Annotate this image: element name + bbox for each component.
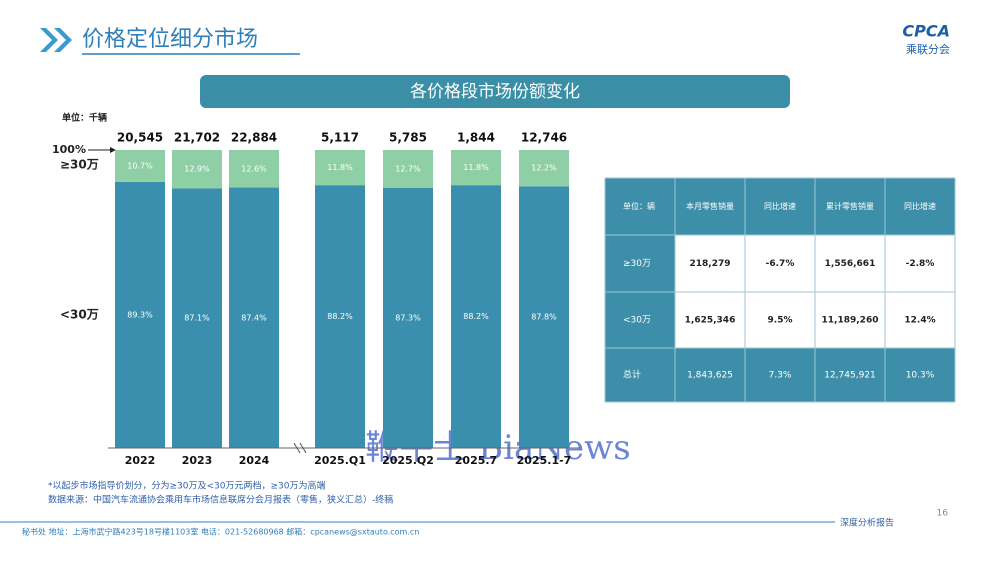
- data-label: 89.3%: [127, 310, 153, 319]
- bar-segment: [172, 150, 222, 189]
- table-cell: [744, 347, 816, 403]
- series-label: <30万: [60, 307, 99, 321]
- table-cell: [884, 177, 956, 236]
- data-label: 87.1%: [184, 314, 210, 323]
- page-number: 16: [937, 509, 949, 519]
- table-text: 1,625,346: [685, 316, 736, 326]
- table-text: 218,279: [690, 259, 731, 269]
- table-text: 9.5%: [768, 316, 793, 326]
- x-tick-label: 2025.Q2: [382, 454, 434, 467]
- total-label: 5,785: [389, 131, 427, 145]
- x-tick-label: 2025.1-7: [517, 454, 572, 467]
- slide-title: 价格定位细分市场: [82, 27, 258, 52]
- x-tick-label: 2025.7: [455, 454, 497, 467]
- bar-segment: [451, 150, 501, 186]
- table-text: 11,189,260: [822, 316, 879, 326]
- data-label: 10.7%: [127, 161, 153, 170]
- table-header: 同比增速: [764, 201, 796, 211]
- x-tick-label: 2022: [125, 454, 156, 467]
- table-text: -6.7%: [766, 259, 795, 269]
- data-label: 88.2%: [327, 312, 353, 321]
- y-tick-label: 100%: [52, 143, 86, 156]
- table-text: <30万: [623, 316, 651, 326]
- x-tick-label: 2023: [182, 454, 213, 467]
- tick-arrowhead: [110, 147, 116, 153]
- table-cell: [674, 347, 746, 403]
- bar-segment: [519, 150, 569, 187]
- total-label: 5,117: [321, 131, 359, 145]
- data-label: 87.8%: [531, 313, 557, 322]
- table-cell: [604, 234, 676, 293]
- bar-segment: [383, 150, 433, 188]
- data-label: 12.7%: [395, 164, 421, 173]
- total-label: 20,545: [117, 131, 163, 145]
- table-cell: [674, 291, 746, 349]
- table-text: 1,556,661: [825, 259, 876, 269]
- bar-segment: [229, 187, 279, 448]
- data-label: 12.6%: [241, 164, 267, 173]
- series-label: ≥30万: [60, 158, 99, 172]
- logo: CPCA: [902, 22, 950, 41]
- bar-segment: [383, 187, 433, 448]
- table-text: 12.4%: [904, 316, 935, 326]
- table-header: 单位：辆: [623, 201, 655, 211]
- table-cell: [604, 347, 676, 403]
- axis-break: [293, 442, 307, 454]
- table-text: ≥30万: [623, 259, 651, 269]
- title-icon: [40, 28, 72, 52]
- bar-segment: [315, 185, 365, 448]
- total-label: 1,844: [457, 131, 495, 145]
- table-cell: [744, 291, 816, 349]
- table-text: 12,745,921: [824, 371, 876, 381]
- unit-label: 单位：千辆: [62, 112, 107, 124]
- bar-segment: [315, 150, 365, 186]
- table-cell: [604, 177, 676, 236]
- bar-segment: [229, 150, 279, 188]
- bar-segment: [115, 150, 165, 182]
- data-label: 11.8%: [327, 163, 353, 172]
- data-label: 87.4%: [241, 313, 267, 322]
- chart-banner: [200, 75, 790, 108]
- x-tick-label: 2025.Q1: [314, 454, 366, 467]
- note: *以起步市场指导价划分，分为≥30万及<30万元两档，≥30万为高端: [48, 480, 325, 492]
- note: 数据来源：中国汽车流通协会乘用车市场信息联席分会月报表（零售，狭义汇总）-终稿: [48, 494, 393, 506]
- table-cell: [814, 347, 886, 403]
- data-label: 87.3%: [395, 313, 421, 322]
- table-cell: [604, 291, 676, 349]
- footer-address: 秘书处 地址：上海市武宁路423号18号楼1103室 电话：021-526809…: [22, 527, 419, 537]
- table-text: 总计: [623, 369, 641, 381]
- table-cell: [884, 291, 956, 349]
- total-label: 21,702: [174, 131, 220, 145]
- total-label: 22,884: [231, 131, 277, 145]
- bar-segment: [519, 186, 569, 448]
- bar-segment: [115, 181, 165, 449]
- chart-title: 各价格段市场份额变化: [410, 82, 580, 102]
- table-text: 1,843,625: [687, 371, 733, 381]
- table-text: 7.3%: [769, 371, 792, 381]
- data-label: 12.2%: [531, 164, 557, 173]
- x-tick-label: 2024: [239, 454, 270, 467]
- table-cell: [884, 347, 956, 403]
- footer-report: 深度分析报告: [840, 517, 894, 529]
- data-label: 12.9%: [184, 165, 210, 174]
- chart: 100% 89.3% 10.7% 20,545 2022 87.1% 12.9% 21,702…: [52, 131, 580, 467]
- data-label: 88.2%: [463, 312, 489, 321]
- table-header: 累计零售销量: [826, 201, 874, 211]
- total-label: 12,746: [521, 131, 567, 145]
- table-text: 10.3%: [906, 371, 935, 381]
- table: 单位：辆 本月零售销量 同比增速 累计零售销量 同比增速 ≥30万 218,279 -6.7%…: [604, 177, 956, 403]
- logo-sub: 乘联分会: [906, 43, 950, 56]
- table-header: 同比增速: [904, 201, 936, 211]
- table-header: 本月零售销量: [686, 201, 734, 211]
- data-label: 11.8%: [463, 163, 489, 172]
- table-cell: [814, 291, 886, 349]
- bar-segment: [172, 188, 222, 448]
- table-cell: [674, 177, 746, 236]
- table-text: -2.8%: [906, 259, 935, 269]
- bar-segment: [451, 185, 501, 448]
